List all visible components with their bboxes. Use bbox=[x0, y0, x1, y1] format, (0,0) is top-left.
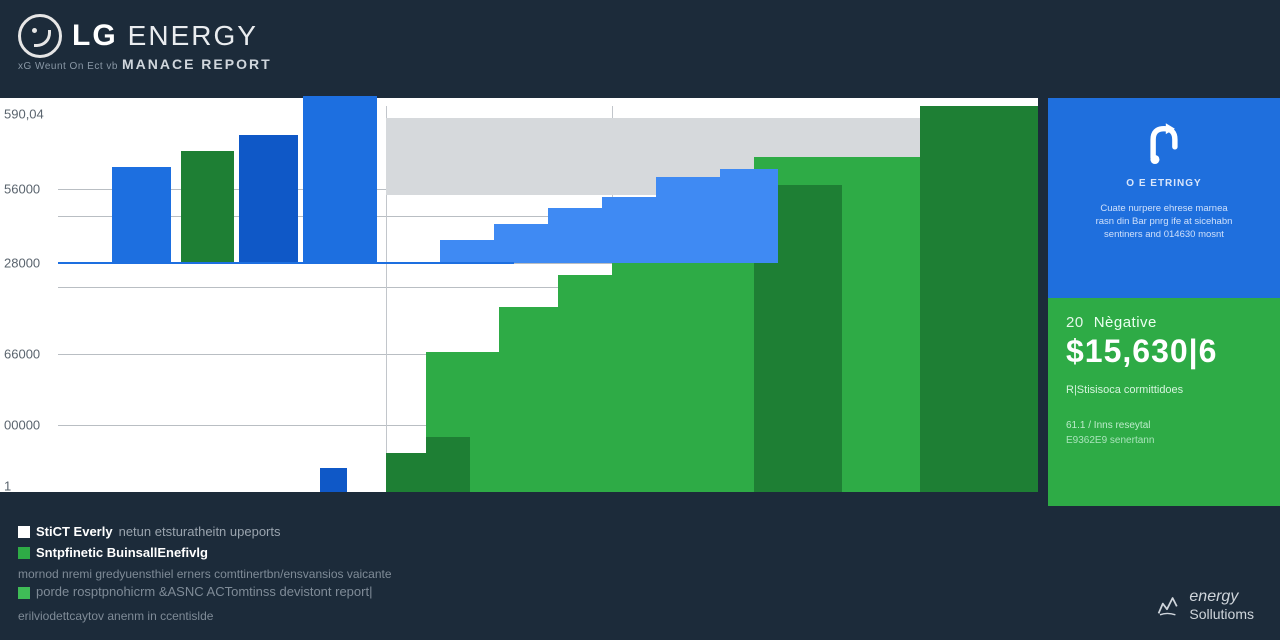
cap-l3: sentiners and 014630 mosnt bbox=[1104, 229, 1224, 240]
brand-text-2: ENERGY bbox=[128, 20, 258, 52]
bar bbox=[239, 135, 298, 261]
foot-l2: porde rosptpnohicrm &ASNC ACTomtinss dev… bbox=[36, 583, 372, 602]
y-axis: 590,04 56000 28000 66000 00000 1 bbox=[0, 98, 60, 492]
legend-swatch-white bbox=[18, 526, 30, 538]
cap-l2: rasn din Bar pnrg ife at sicehabn bbox=[1096, 216, 1233, 227]
side-logo-icon bbox=[1135, 116, 1193, 174]
kpi-label: 20 Nègative bbox=[1066, 314, 1264, 331]
kpi-note: R|Stisisoca cormittidoes bbox=[1066, 384, 1264, 396]
y-tick-label: 590,04 bbox=[4, 106, 44, 121]
report-subtitle: xG Weunt On Ect vb MANACE REPORT bbox=[18, 56, 1280, 72]
lg-logo-icon bbox=[18, 14, 62, 58]
footer-logo-t1: energy bbox=[1189, 588, 1254, 606]
subtitle-prefix: xG Weunt On Ect vb bbox=[18, 61, 118, 72]
subtitle-main: MANACE REPORT bbox=[122, 56, 272, 72]
y-tick-label: 56000 bbox=[4, 181, 40, 196]
side-panel-bottom: 20 Nègative $15,630|6 R|Stisisoca cormit… bbox=[1048, 298, 1280, 506]
side-panel-top: O E ETRINGY Cuate nurpere ehrese marnea … bbox=[1048, 98, 1280, 298]
kpi-foot-2: E9362E9 senertann bbox=[1066, 435, 1264, 446]
report-footer: StiCT Everly netun etsturatheitn upeport… bbox=[0, 506, 1280, 640]
legend-1-rest: netun etsturatheitn upeports bbox=[119, 524, 281, 539]
kpi-side-panel: O E ETRINGY Cuate nurpere ehrese marnea … bbox=[1048, 98, 1280, 506]
report-header: LG ENERGY xG Weunt On Ect vb MANACE REPO… bbox=[0, 0, 1280, 98]
chart-plot-area bbox=[58, 98, 1038, 492]
footer-logo: energy Sollutioms bbox=[1153, 588, 1254, 622]
legend-2-bold: Sntpfinetic BuinsallEnefivlg bbox=[36, 545, 208, 560]
main-row: 590,04 56000 28000 66000 00000 1 O E ETRINGY … bbox=[0, 98, 1280, 506]
foot-l1: mornod nremi gredyuensthiel erners comtt… bbox=[18, 567, 392, 581]
side-caption: Cuate nurpere ehrese marnea rasn din Bar… bbox=[1096, 203, 1233, 241]
foot-l3: erilviodettcaytov anenm in ccentislde bbox=[18, 609, 213, 623]
bar bbox=[112, 167, 171, 262]
performance-chart: 590,04 56000 28000 66000 00000 1 bbox=[0, 98, 1048, 506]
blue-step bbox=[494, 224, 553, 263]
reference-line bbox=[58, 262, 514, 264]
area-step bbox=[612, 248, 676, 492]
area-step bbox=[558, 275, 617, 492]
y-tick-label: 66000 bbox=[4, 347, 40, 362]
area-step bbox=[426, 437, 470, 492]
blue-step bbox=[440, 240, 499, 264]
bar bbox=[181, 151, 235, 261]
y-tick-label: 00000 bbox=[4, 418, 40, 433]
side-logo-label: O E ETRINGY bbox=[1126, 178, 1201, 189]
brand-text-1: LG bbox=[72, 19, 118, 53]
kpi-num: 20 bbox=[1066, 314, 1084, 331]
legend-1-bold: StiCT Everly bbox=[36, 524, 113, 539]
area-step bbox=[920, 106, 1038, 492]
y-tick-label: 28000 bbox=[4, 256, 40, 271]
brand-row: LG ENERGY bbox=[18, 14, 1280, 58]
cap-l1: Cuate nurpere ehrese marnea bbox=[1100, 203, 1227, 214]
area-step bbox=[499, 307, 563, 492]
kpi-word: Nègative bbox=[1094, 314, 1157, 331]
blue-step bbox=[720, 169, 779, 264]
footer-logo-t2: Sollutioms bbox=[1189, 606, 1254, 622]
blue-step bbox=[548, 208, 607, 263]
footnote: mornod nremi gredyuensthiel erners comtt… bbox=[18, 566, 1280, 626]
bar bbox=[303, 96, 377, 261]
legend-swatch-green2 bbox=[18, 587, 30, 599]
area-step bbox=[386, 453, 430, 492]
kpi-foot-1: 61.1 / Inns reseytal bbox=[1066, 420, 1264, 431]
footer-logo-icon bbox=[1153, 591, 1181, 619]
kpi-value: $15,630|6 bbox=[1066, 333, 1264, 370]
legend-1: StiCT Everly netun etsturatheitn upeport… bbox=[18, 524, 1280, 539]
bar bbox=[320, 468, 347, 492]
y-tick-label: 1 bbox=[4, 479, 11, 494]
foot-l2-row: porde rosptpnohicrm &ASNC ACTomtinss dev… bbox=[18, 583, 372, 602]
legend-2: Sntpfinetic BuinsallEnefivlg bbox=[18, 545, 1280, 560]
legend-swatch-green bbox=[18, 547, 30, 559]
blue-step bbox=[602, 197, 661, 264]
blue-step bbox=[656, 177, 725, 264]
